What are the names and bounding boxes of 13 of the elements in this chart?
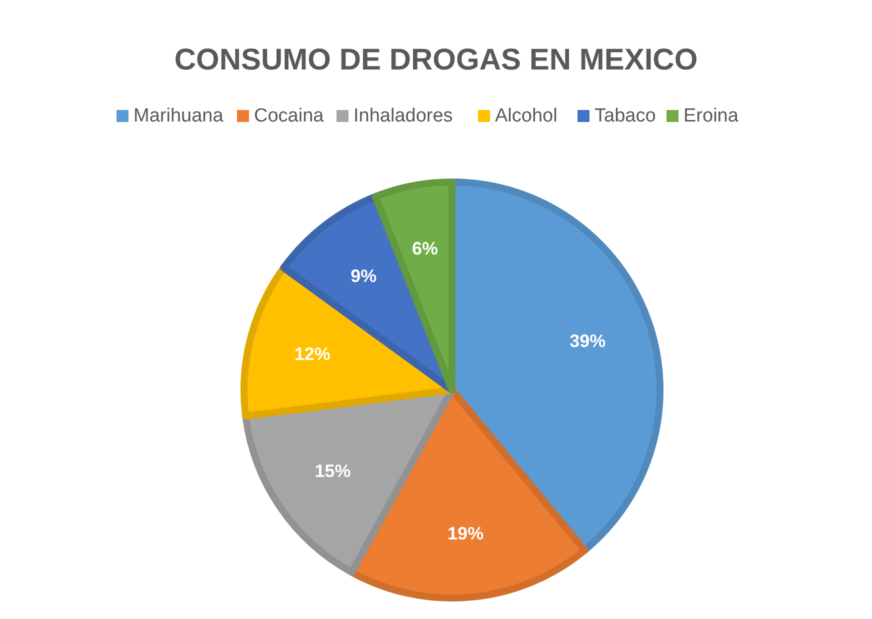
legend-label: Alcohol: [495, 106, 558, 126]
legend-label: Inhaladores: [354, 106, 453, 126]
data-label: 9%: [350, 266, 377, 286]
data-label: 15%: [314, 461, 351, 482]
data-label: 39%: [570, 331, 606, 352]
data-label: 12%: [294, 344, 330, 364]
data-label: 6%: [412, 238, 438, 258]
chart-title: CONSUMO DE DROGAS EN MEXICO: [174, 44, 698, 76]
legend-label: Marihuana: [134, 106, 224, 126]
legend-label: Tabaco: [594, 106, 656, 126]
legend-label: Cocaina: [254, 106, 324, 126]
legend-label: Eroina: [684, 106, 739, 126]
data-label: 19%: [448, 524, 484, 544]
